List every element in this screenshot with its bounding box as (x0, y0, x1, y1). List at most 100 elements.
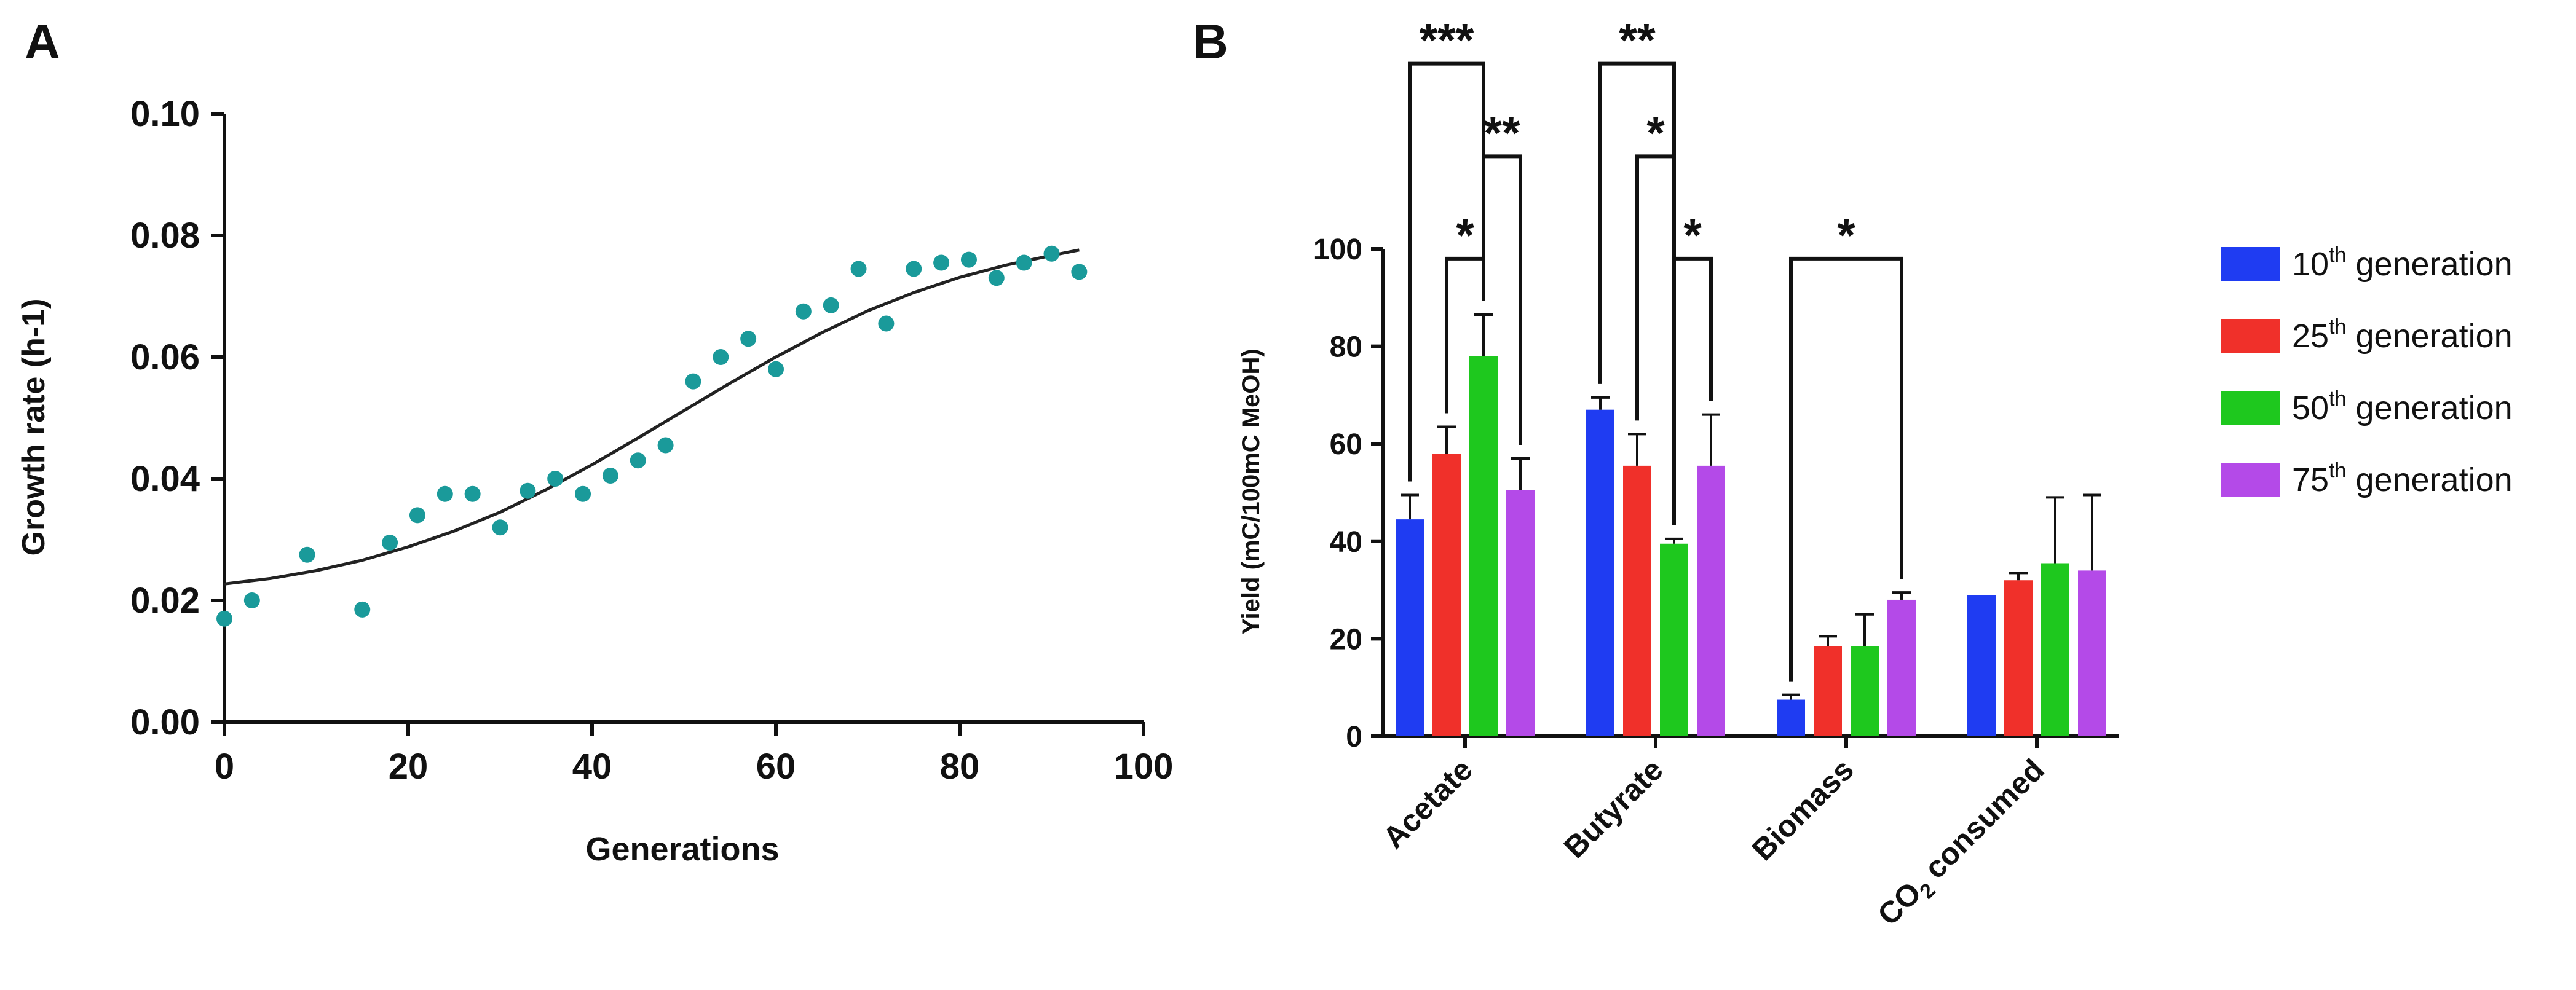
legend-label-superscript: th (2329, 315, 2346, 339)
legend-label-text: generation (2346, 462, 2512, 498)
legend-swatch (2221, 391, 2280, 425)
panel-label-b: B (1193, 14, 1228, 69)
legend-label-superscript: th (2329, 387, 2346, 411)
legend-swatch (2221, 247, 2280, 281)
y-tick-label: 0.08 (130, 216, 200, 256)
data-point (1043, 245, 1060, 262)
data-point (713, 349, 729, 365)
data-point (850, 261, 867, 277)
data-point (685, 373, 701, 390)
y-tick-label: 100 (1313, 234, 1362, 266)
legend-label-superscript: th (2329, 459, 2346, 482)
data-point (795, 303, 812, 320)
bar (1967, 595, 1996, 736)
data-point (382, 534, 398, 551)
bar (1586, 409, 1614, 736)
significance-bracket (1482, 154, 1522, 445)
category-label-suffix: consumed (1912, 752, 2051, 891)
category-label: CO2 consumed (1871, 752, 2055, 936)
data-point (933, 254, 950, 271)
legend-label: 50th generation (2292, 387, 2513, 426)
y-tick-label: 80 (1330, 331, 1362, 364)
bar (1660, 543, 1688, 736)
y-tick-label: 0.04 (130, 459, 200, 499)
data-point (906, 261, 922, 277)
legend-swatch (2221, 463, 2280, 497)
legend-swatch (2221, 319, 2280, 353)
x-tick-label: 0 (215, 747, 234, 787)
x-tick-label: 80 (940, 747, 980, 787)
legend-label: 25th generation (2292, 315, 2513, 355)
data-point (547, 471, 564, 487)
data-point (437, 485, 453, 502)
significance-label: ** (1619, 15, 1656, 67)
data-point (1016, 254, 1032, 271)
data-point (768, 361, 784, 377)
data-point (740, 331, 757, 347)
data-point (243, 592, 260, 608)
y-axis-label: Yield (mC/100mC MeOH) (1238, 348, 1265, 634)
data-point (492, 519, 508, 536)
chart-a-axes (223, 114, 1144, 724)
significance-label: *** (1420, 15, 1474, 67)
significance-label: * (1683, 210, 1702, 262)
data-point (630, 452, 646, 469)
y-tick-label: 40 (1330, 526, 1362, 559)
data-point (354, 601, 371, 618)
y-axis-label: Growth rate (h-1) (16, 299, 52, 556)
data-point (409, 507, 425, 524)
data-point (464, 485, 481, 502)
bar (2004, 580, 2033, 736)
y-tick-label: 0.10 (130, 94, 200, 134)
data-point (1071, 264, 1088, 280)
x-tick-label: 40 (572, 747, 612, 787)
data-points (216, 245, 1088, 627)
data-point (520, 482, 536, 499)
error-bars (1401, 313, 2101, 700)
bar (1777, 699, 1805, 736)
legend-label-text: generation (2346, 390, 2512, 426)
bars (1396, 356, 2106, 736)
legend: 10th generation 25th generation 50th gener… (2221, 243, 2513, 498)
data-point (299, 546, 315, 563)
category-label: Biomass (1745, 752, 1860, 867)
y-tick-label: 60 (1330, 428, 1362, 461)
significance-bracket (1672, 256, 1713, 525)
bar (2041, 563, 2069, 736)
data-point (657, 437, 674, 454)
bar (1623, 465, 1651, 736)
category-label: Butyrate (1557, 752, 1670, 865)
y-tick-label: 0.00 (130, 702, 200, 742)
chart-b-ticks: 0 20 40 60 80 100 (1313, 234, 1383, 753)
significance-bracket (1789, 256, 1903, 682)
bar (1396, 519, 1424, 736)
bar (1851, 646, 1879, 736)
legend-label-text: generation (2346, 318, 2512, 355)
bar (1814, 646, 1842, 736)
bar (1432, 454, 1461, 736)
data-point (960, 251, 977, 268)
x-tick-label: 20 (389, 747, 429, 787)
significance-label: * (1646, 107, 1665, 159)
significance-label: * (1456, 210, 1474, 262)
bar (1469, 356, 1498, 736)
fit-curve (224, 248, 1080, 586)
data-point (216, 610, 232, 627)
bar (1506, 490, 1535, 736)
chart-a-ticks: 0 20 40 60 80 100 0.00 0.02 0.04 0.06 0.08 0.10 (130, 94, 1173, 787)
x-tick-label: 100 (1114, 747, 1174, 787)
y-tick-label: 0 (1346, 721, 1362, 753)
bar (1887, 599, 1916, 736)
data-point (988, 270, 1005, 286)
data-point (575, 485, 591, 502)
legend-label-superscript: th (2329, 243, 2346, 267)
significance-bracket (1445, 256, 1485, 414)
data-point (602, 468, 618, 484)
bar (1697, 465, 1725, 736)
x-tick-label: 60 (756, 747, 796, 787)
panel-label-a: A (25, 14, 60, 69)
significance-brackets: ********** * (1408, 15, 1903, 682)
